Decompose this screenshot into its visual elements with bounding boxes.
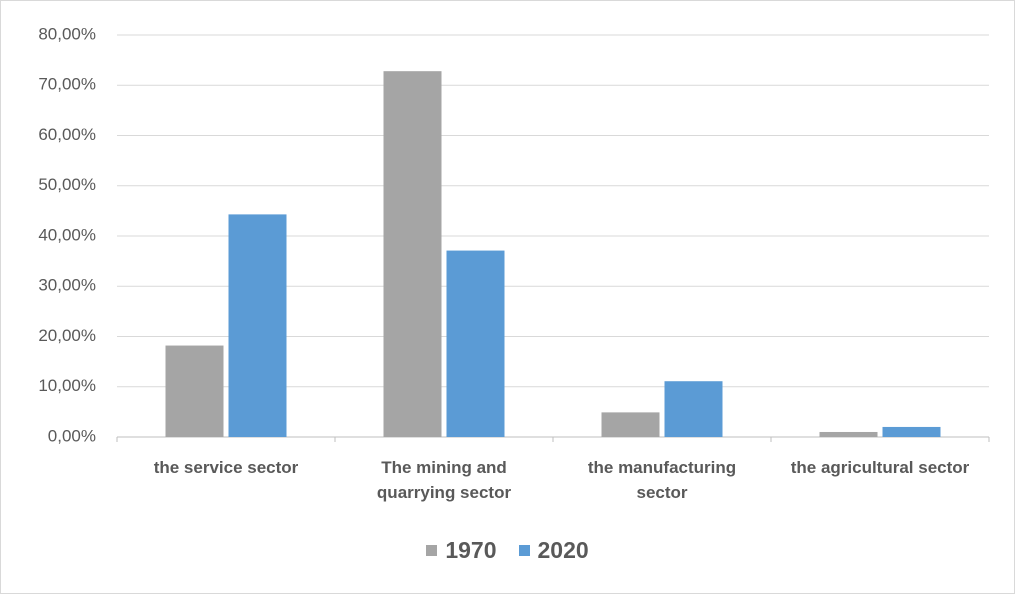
bar [882,426,941,437]
y-tick-label: 80,00% [38,24,96,43]
x-tick-label: the service sector [153,458,299,477]
y-tick-label: 30,00% [38,276,96,295]
x-tick-label: the agricultural sector [790,458,970,477]
y-tick-label: 20,00% [38,326,96,345]
bar [383,71,442,438]
legend-item: 2020 [518,537,589,564]
bar [819,431,878,437]
bar [165,345,224,437]
legend-swatch [426,545,438,556]
legend-item: 1970 [426,537,497,564]
x-tick-label: The mining and quarrying sector [376,458,512,502]
legend-swatch [518,545,530,556]
bar [664,381,723,437]
y-tick-label: 60,00% [38,125,96,144]
bar [446,250,505,437]
y-tick-label: 0,00% [48,426,96,445]
bar [228,214,287,437]
y-tick-label: 50,00% [38,175,96,194]
legend-label: 2020 [537,537,589,563]
x-tick-label: the manufacturing sector [587,458,737,502]
y-tick-label: 10,00% [38,376,96,395]
y-tick-label: 40,00% [38,225,96,244]
legend-label: 1970 [445,537,497,563]
bar [601,412,660,437]
y-tick-label: 70,00% [38,75,96,94]
legend: 1970 2020 [1,537,1014,564]
